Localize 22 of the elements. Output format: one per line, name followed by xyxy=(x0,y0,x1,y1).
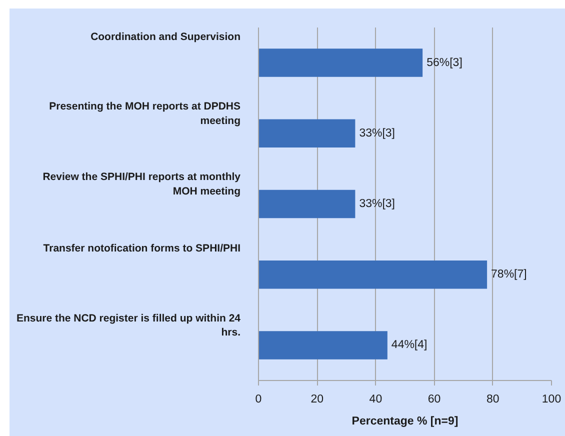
data-label: 44%[4] xyxy=(391,339,428,352)
data-label: 56%[3] xyxy=(426,56,462,69)
y-tick-label: Coordination and Supervision xyxy=(90,30,241,43)
x-tick-label: 0 xyxy=(255,394,262,406)
data-label: 78%[7] xyxy=(491,268,527,281)
y-tick-label: Transfer notofication forms to SPHI/PHI xyxy=(43,242,241,255)
bar xyxy=(258,331,388,360)
bar xyxy=(258,190,356,218)
data-label: 33%[3] xyxy=(359,127,396,140)
bar xyxy=(258,48,423,77)
y-tick-label: Review the SPHI/PHI reports at monthly MOH meeting xyxy=(42,171,241,198)
x-axis-title: Percentage % [n=9] xyxy=(352,416,458,428)
bar xyxy=(258,260,488,289)
bar xyxy=(258,119,356,148)
x-tick-label: 100 xyxy=(542,394,562,406)
data-label: 33%[3] xyxy=(359,198,396,210)
y-tick-label: Presenting the MOH reports at DPDHS meeting xyxy=(49,100,241,127)
x-tick-label: 20 xyxy=(310,394,324,406)
x-tick-label: 60 xyxy=(428,394,441,406)
y-tick-label: Ensure the NCD register is filled up within 24 hrs. xyxy=(16,312,241,339)
x-tick-label: 40 xyxy=(369,394,382,406)
x-tick-label: 80 xyxy=(486,394,500,406)
